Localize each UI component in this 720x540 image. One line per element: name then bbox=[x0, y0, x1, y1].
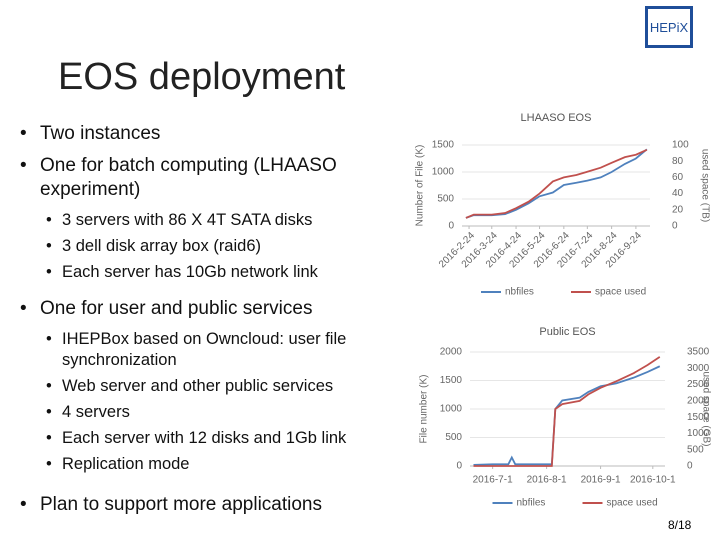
sub-bullet: IHEPBox based on Owncloud: user file syn… bbox=[40, 329, 362, 371]
y2-tick-label: 0 bbox=[672, 221, 678, 232]
legend-label: space used bbox=[607, 498, 658, 509]
bullet: Plan to support more applications bbox=[20, 493, 370, 517]
bullet-list: Two instances One for batch computing (LH… bbox=[20, 122, 411, 525]
y2-tick-label: 60 bbox=[672, 172, 684, 183]
y2-tick-label: 80 bbox=[672, 156, 684, 167]
y-tick-label: 500 bbox=[437, 194, 454, 205]
chart-title: LHAASO EOS bbox=[521, 112, 592, 124]
y-tick-label: 2000 bbox=[440, 347, 463, 358]
y2-tick-label: 0 bbox=[687, 461, 693, 472]
chart-title: Public EOS bbox=[539, 326, 595, 338]
bullet: One for user and public services bbox=[20, 297, 370, 321]
page-number: 8/18 bbox=[668, 518, 692, 532]
x-tick-label: 2016-10-1 bbox=[630, 475, 676, 486]
y-tick-label: 1500 bbox=[440, 375, 463, 386]
series-line bbox=[473, 356, 661, 467]
y2-tick-label: 3500 bbox=[687, 347, 710, 358]
y-tick-label: 0 bbox=[456, 461, 462, 472]
y2-tick-label: 40 bbox=[672, 188, 684, 199]
y-tick-label: 1000 bbox=[440, 404, 463, 415]
sub-bullet: Each server with 12 disks and 1Gb link bbox=[40, 428, 362, 449]
y2-tick-label: 1500 bbox=[687, 412, 710, 423]
sub-bullet: 3 servers with 86 X 4T SATA disks bbox=[40, 210, 362, 231]
y-axis-label: Number of File (K) bbox=[415, 145, 426, 227]
y2-axis-label: used space (TB) bbox=[699, 149, 710, 222]
bullet: Two instances bbox=[20, 122, 370, 146]
sub-bullet: Each server has 10Gb network link bbox=[40, 262, 362, 283]
y-tick-label: 0 bbox=[448, 221, 454, 232]
legend-label: nbfiles bbox=[505, 287, 534, 298]
x-tick-label: 2016-8-1 bbox=[527, 475, 567, 486]
series-line bbox=[465, 149, 648, 219]
y2-tick-label: 500 bbox=[687, 444, 704, 455]
bullet: One for batch computing (LHAASO experime… bbox=[20, 154, 370, 202]
sub-bullet: 3 dell disk array box (raid6) bbox=[40, 236, 362, 257]
x-tick-label: 2016-9-1 bbox=[581, 475, 621, 486]
legend-label: space used bbox=[595, 287, 646, 298]
y-tick-label: 1500 bbox=[432, 140, 455, 151]
sub-bullet: Web server and other public services bbox=[40, 376, 362, 397]
sub-bullet: 4 servers bbox=[40, 402, 362, 423]
x-tick-label: 2016-7-1 bbox=[473, 475, 513, 486]
logo: HEPiX bbox=[645, 6, 693, 48]
y-tick-label: 1000 bbox=[432, 167, 455, 178]
y2-tick-label: 100 bbox=[672, 140, 689, 151]
series-line bbox=[473, 365, 661, 466]
y2-axis-label: used space (GB) bbox=[700, 371, 711, 446]
y-axis-label: File number (K) bbox=[419, 375, 430, 444]
y-tick-label: 500 bbox=[445, 432, 462, 443]
slide-title: EOS deployment bbox=[58, 56, 346, 98]
y2-tick-label: 1000 bbox=[687, 428, 710, 439]
legend-label: nbfiles bbox=[517, 498, 546, 509]
y2-tick-label: 3000 bbox=[687, 363, 710, 374]
y2-tick-label: 2500 bbox=[687, 379, 710, 390]
y2-tick-label: 2000 bbox=[687, 395, 710, 406]
sub-bullet: Replication mode bbox=[40, 454, 362, 475]
y2-tick-label: 20 bbox=[672, 204, 684, 215]
